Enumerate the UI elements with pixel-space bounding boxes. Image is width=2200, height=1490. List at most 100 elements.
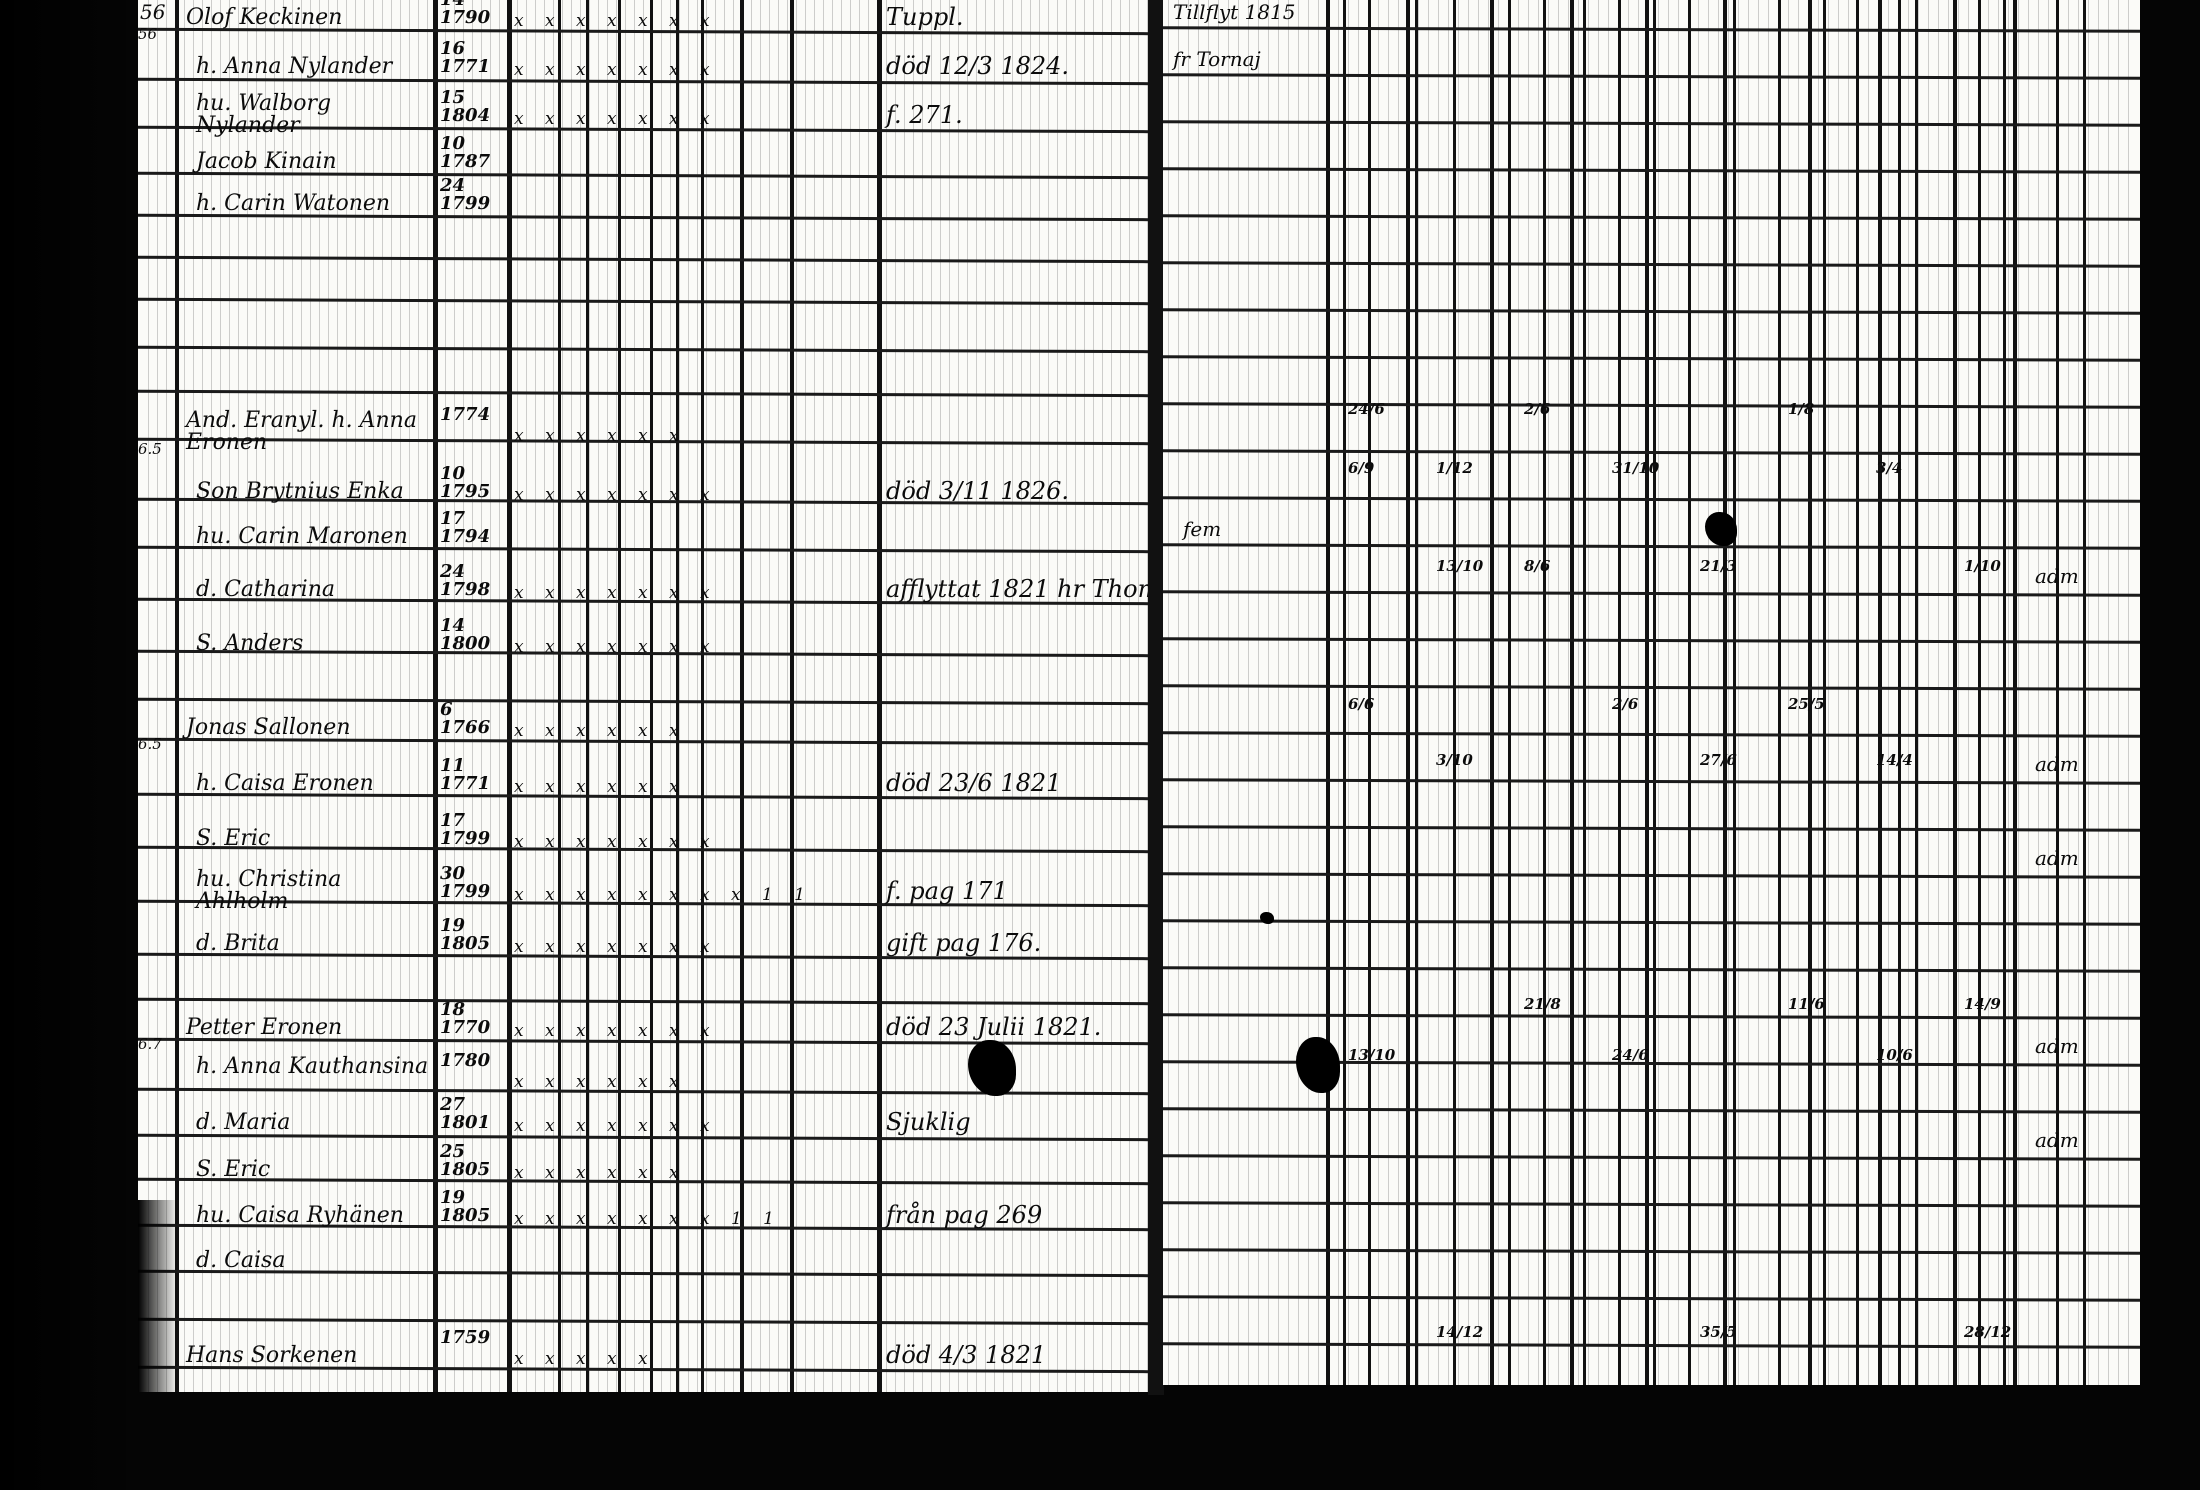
paper-texture-line xyxy=(1348,0,1349,1385)
person-name: And. Eranyl. h. Anna Eronen xyxy=(186,408,417,455)
paper-texture-line xyxy=(274,0,275,1392)
paper-texture-line xyxy=(454,0,455,1392)
person-name: h. Carin Watonen xyxy=(196,191,391,216)
column-rule xyxy=(1808,0,1812,1385)
column-rule xyxy=(507,0,512,1392)
paper-texture-line xyxy=(805,0,806,1392)
paper-texture-line xyxy=(2008,0,2009,1385)
examination-marks: x x x x x x x xyxy=(514,583,718,603)
paper-texture-line xyxy=(2118,0,2119,1385)
paper-texture-line xyxy=(1102,0,1103,1392)
paper-texture-line xyxy=(1678,0,1679,1385)
paper-texture-line xyxy=(166,0,167,1392)
paper-texture-line xyxy=(913,0,914,1392)
birth-date: 10 1787 xyxy=(440,133,491,172)
house-number: 56 xyxy=(138,25,158,43)
paper-texture-line xyxy=(400,0,401,1392)
column-rule xyxy=(1326,0,1330,1385)
paper-texture-line xyxy=(481,0,482,1392)
paper-texture-line xyxy=(1358,0,1359,1385)
paper-texture-line xyxy=(157,0,158,1392)
right-page-note: fr Tornaj xyxy=(1173,47,1261,71)
row-rule xyxy=(1163,261,2140,268)
column-rule xyxy=(877,0,882,1392)
paper-texture-line xyxy=(1478,0,1479,1385)
paper-texture-line xyxy=(1988,0,1989,1385)
remark: död 12/3 1824. xyxy=(886,52,1070,80)
paper-texture-line xyxy=(373,0,374,1392)
tally-fraction: 21/8 xyxy=(1524,995,1561,1013)
paper-texture-line xyxy=(148,0,149,1392)
house-number: 6.5 xyxy=(138,735,162,753)
birth-date: 17 1794 xyxy=(440,508,491,547)
paper-texture-line xyxy=(688,0,689,1392)
examination-marks: x x x x x x x x 1 1 xyxy=(514,885,813,905)
paper-texture-line xyxy=(1066,0,1067,1392)
paper-texture-line xyxy=(1218,0,1219,1385)
tally-fraction: 31/10 xyxy=(1612,459,1660,477)
tally-fraction: 10/6 xyxy=(1876,1046,1913,1064)
examination-marks: x x x x x xyxy=(514,1349,656,1369)
paper-texture-line xyxy=(895,0,896,1392)
paper-texture-line xyxy=(409,0,410,1392)
tally-fraction: 35/5 xyxy=(1700,1323,1737,1341)
page-number: 56 xyxy=(140,0,166,24)
person-name: Son Brytnius Enka xyxy=(196,479,404,504)
paper-texture-line xyxy=(1818,0,1819,1385)
paper-texture-line xyxy=(1528,0,1529,1385)
paper-texture-line xyxy=(589,0,590,1392)
birth-date: 14 1800 xyxy=(440,615,491,654)
tally-fraction: 14/12 xyxy=(1436,1323,1484,1341)
examination-marks: x x x x x x xyxy=(514,426,687,446)
paper-texture-line xyxy=(751,0,752,1392)
paper-texture-line xyxy=(1003,0,1004,1392)
paper-texture-line xyxy=(1838,0,1839,1385)
birth-date: 19 1805 xyxy=(440,915,491,954)
row-rule xyxy=(1163,543,2140,550)
paper-texture-line xyxy=(1258,0,1259,1385)
right-page-note: adm xyxy=(2035,846,2079,870)
paper-texture-line xyxy=(418,0,419,1392)
person-name: d. Catharina xyxy=(196,577,335,602)
birth-date: 11 1771 xyxy=(440,755,491,794)
row-rule xyxy=(1163,496,2140,503)
paper-texture-line xyxy=(1668,0,1669,1385)
paper-texture-line xyxy=(265,0,266,1392)
paper-texture-line xyxy=(607,0,608,1392)
paper-texture-line xyxy=(1698,0,1699,1385)
column-rule xyxy=(1653,0,1656,1385)
paper-texture-line xyxy=(1048,0,1049,1392)
paper-texture-line xyxy=(697,0,698,1392)
birth-date: 24 1798 xyxy=(440,561,491,600)
paper-texture-line xyxy=(1768,0,1769,1385)
right-page-note: adm xyxy=(2035,1128,2079,1152)
paper-texture-line xyxy=(1198,0,1199,1385)
column-rule xyxy=(558,0,561,1392)
paper-texture-line xyxy=(1388,0,1389,1385)
row-rule xyxy=(1163,402,2140,409)
ink-blot xyxy=(1705,512,1737,546)
paper-texture-line xyxy=(1168,0,1169,1385)
remark: f. 271. xyxy=(886,101,963,129)
tally-fraction: 1/10 xyxy=(1964,557,2001,575)
paper-texture-line xyxy=(787,0,788,1392)
scan-edge-shadow xyxy=(0,0,140,1490)
paper-texture-line xyxy=(193,0,194,1392)
tally-fraction: 11/6 xyxy=(1788,995,1825,1013)
paper-texture-line xyxy=(1278,0,1279,1385)
ink-blot xyxy=(1296,1037,1340,1093)
paper-texture-line xyxy=(1268,0,1269,1385)
birth-date: 14 1790 xyxy=(440,0,491,28)
column-rule xyxy=(2003,0,2006,1385)
examination-marks: x x x x x x xyxy=(514,1072,687,1092)
paper-texture-line xyxy=(1558,0,1559,1385)
tally-fraction: 8/6 xyxy=(1524,557,1551,575)
paper-texture-line xyxy=(301,0,302,1392)
paper-texture-line xyxy=(220,0,221,1392)
tally-fraction: 14/4 xyxy=(1876,751,1913,769)
paper-texture-line xyxy=(1958,0,1959,1385)
paper-texture-line xyxy=(715,0,716,1392)
paper-texture-line xyxy=(967,0,968,1392)
birth-date: 30 1799 xyxy=(440,863,491,902)
tally-fraction: 24/6 xyxy=(1348,400,1385,418)
